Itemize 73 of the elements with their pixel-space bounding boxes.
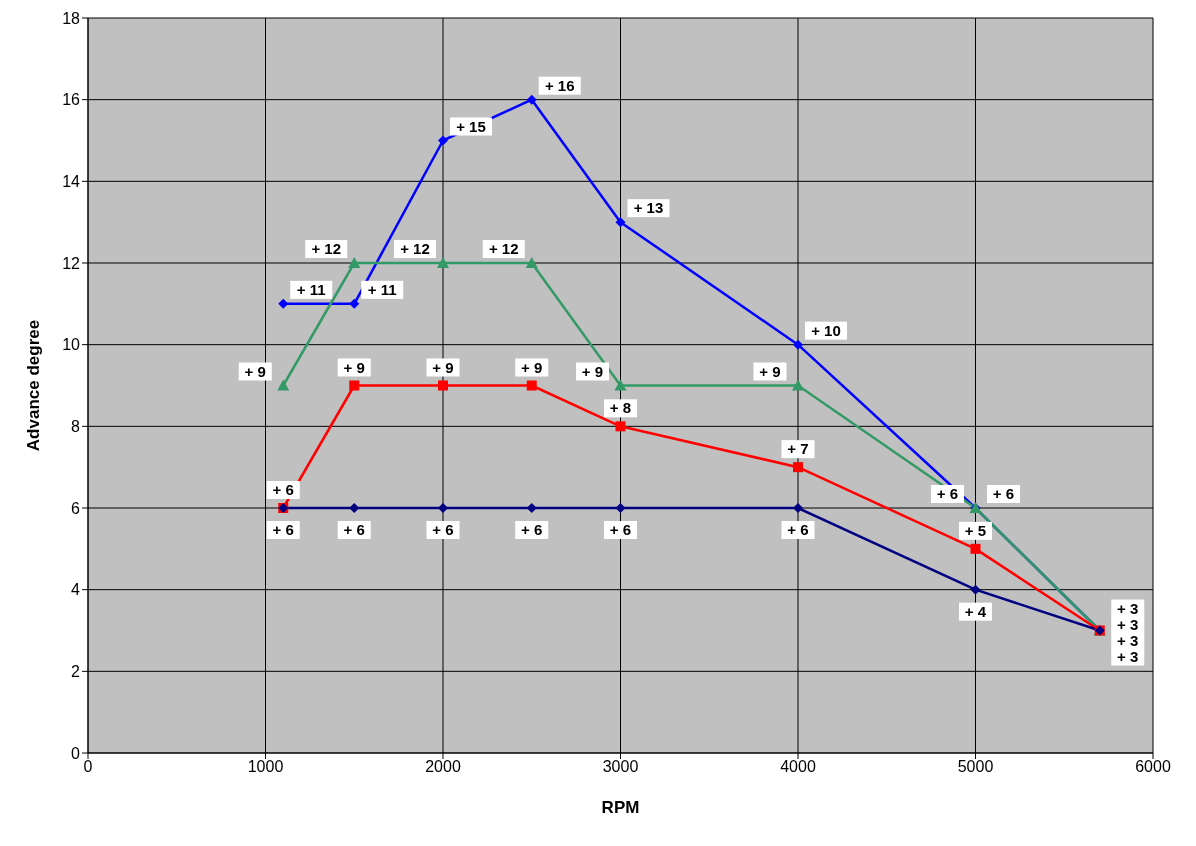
x-tick-label: 0 xyxy=(83,758,93,776)
point xyxy=(277,379,290,391)
point xyxy=(970,543,981,554)
x-tick-label: 3000 xyxy=(602,758,639,776)
y-tick-label: 10 xyxy=(62,336,81,354)
point xyxy=(438,135,448,146)
point xyxy=(614,379,627,391)
y-tick-label: 12 xyxy=(62,254,81,272)
point xyxy=(793,503,803,513)
x-tick-label: 2000 xyxy=(425,758,461,776)
y-tick-label: 4 xyxy=(71,581,81,599)
point xyxy=(348,257,361,268)
data-label: + 6 xyxy=(936,485,959,502)
x-tick-label: 5000 xyxy=(957,758,994,776)
y-tick-label: 6 xyxy=(71,499,81,517)
point xyxy=(793,339,803,350)
data-label: + 3 xyxy=(1117,615,1139,633)
data-label: + 6 xyxy=(432,521,454,538)
point xyxy=(615,217,626,228)
point xyxy=(349,298,360,309)
data-label: + 6 xyxy=(992,485,1015,502)
x-axis-title: RPM xyxy=(601,798,640,817)
point xyxy=(438,380,448,391)
data-label: + 11 xyxy=(296,280,326,298)
data-label: + 9 xyxy=(343,358,365,376)
data-label: + 6 xyxy=(272,481,294,498)
y-tick-label: 2 xyxy=(71,663,81,681)
point xyxy=(526,94,537,105)
data-label: + 9 xyxy=(521,358,543,376)
y-tick-label: 14 xyxy=(62,173,81,191)
y-tick-label: 18 xyxy=(62,9,81,27)
point xyxy=(792,379,804,391)
data-label: + 16 xyxy=(544,76,575,94)
point xyxy=(349,380,360,391)
x-tick-label: 1000 xyxy=(247,758,284,776)
y-tick-label: 8 xyxy=(71,418,81,436)
data-label: + 11 xyxy=(367,280,397,298)
data-label: + 13 xyxy=(633,199,664,217)
data-label: + 6 xyxy=(787,521,809,538)
data-label: + 3 xyxy=(1117,647,1139,665)
data-label: + 12 xyxy=(400,240,430,257)
y-axis-title: Advance degree xyxy=(24,319,44,452)
data-label: + 6 xyxy=(343,521,365,538)
data-label: + 12 xyxy=(311,240,342,257)
point xyxy=(437,257,449,268)
point xyxy=(970,584,981,595)
point xyxy=(525,257,538,268)
data-label: + 3 xyxy=(1117,631,1139,649)
point xyxy=(615,421,626,432)
data-label: + 9 xyxy=(432,358,454,376)
data-label: + 6 xyxy=(272,521,294,538)
data-label: + 4 xyxy=(964,602,987,620)
data-label: + 10 xyxy=(811,321,841,339)
point xyxy=(278,298,289,309)
x-tick-label: 6000 xyxy=(1135,758,1171,776)
data-label: + 5 xyxy=(964,521,987,539)
point xyxy=(793,462,803,473)
point xyxy=(438,503,448,513)
data-label: + 3 xyxy=(1117,599,1139,617)
x-tick-label: 4000 xyxy=(780,758,816,776)
point xyxy=(615,503,626,513)
data-label: + 12 xyxy=(488,240,519,257)
y-tick-label: 16 xyxy=(62,91,81,109)
data-label: + 15 xyxy=(456,117,486,135)
data-label: + 8 xyxy=(609,399,632,417)
point xyxy=(526,380,537,391)
data-label: + 7 xyxy=(787,440,809,458)
y-tick-label: 0 xyxy=(71,744,81,762)
data-label: + 6 xyxy=(609,521,632,538)
data-label: + 6 xyxy=(521,521,543,538)
data-label: + 9 xyxy=(244,362,266,380)
data-label: + 9 xyxy=(581,362,604,380)
data-label: + 9 xyxy=(759,362,781,380)
